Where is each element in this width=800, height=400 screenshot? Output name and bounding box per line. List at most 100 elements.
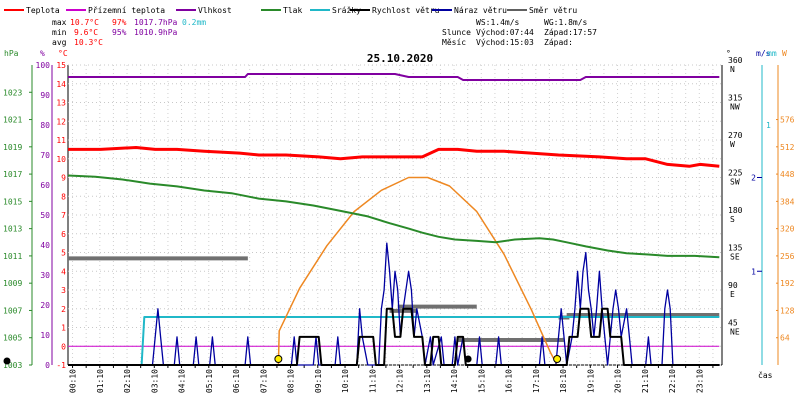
- temperature-tick-label: -1: [56, 361, 66, 370]
- pressure-tick-label: 1013: [3, 225, 22, 234]
- solar-line: [277, 176, 558, 366]
- temperature-tick-label: 0: [61, 342, 66, 351]
- temperature-tick-label: 7: [61, 211, 66, 220]
- legend-label: Směr větru: [529, 6, 577, 15]
- plot-area: [3, 73, 720, 366]
- unit-hpa: hPa: [4, 49, 19, 58]
- x-tick-label: 12:10: [396, 369, 405, 393]
- x-tick-label: 03:10: [150, 369, 159, 393]
- direction-compass-label: NW: [730, 103, 740, 112]
- solar-tick-label: 128: [780, 306, 795, 315]
- x-tick-label: 15:10: [477, 369, 486, 393]
- pressure-tick-label: 1015: [3, 197, 22, 206]
- stat-min-temp: 9.6°C: [74, 28, 98, 37]
- x-tick-label: 08:10: [287, 369, 296, 393]
- x-tick-label: 01:10: [96, 369, 105, 393]
- stat-avg-temp: 10.3°C: [74, 38, 103, 47]
- direction-tick-label: 45: [728, 319, 738, 328]
- stat-avg-label: avg: [52, 38, 67, 47]
- pressure-tick-label: 1009: [3, 279, 22, 288]
- moonrise-marker: [464, 355, 472, 363]
- legend-label: Srážky: [332, 6, 361, 15]
- axes: 1003100510071009101110131015101710191021…: [3, 56, 795, 393]
- direction-tick-label: 270: [728, 131, 743, 140]
- x-tick-label: 22:10: [668, 369, 677, 393]
- x-tick-label: 17:10: [532, 369, 541, 393]
- legend-label: Teplota: [26, 6, 60, 15]
- pressure-tick-label: 1007: [3, 306, 22, 315]
- direction-compass-label: NE: [730, 328, 740, 337]
- direction-tick-label: 360: [728, 56, 743, 65]
- temperature-tick-label: 5: [61, 249, 66, 258]
- temperature-tick-label: 8: [61, 192, 66, 201]
- direction-compass-label: SE: [730, 253, 740, 262]
- humidity-tick-label: 0: [45, 361, 50, 370]
- chart-title: 25.10.2020: [367, 52, 433, 65]
- unit-w: W: [782, 49, 787, 58]
- temperature-tick-label: 13: [56, 99, 66, 108]
- stat-moon-set: Západ:: [544, 38, 573, 47]
- stat-sun-label: Slunce: [442, 28, 471, 37]
- pressure-line: [67, 174, 720, 259]
- legend: Teplota Přízemní teplota Vlhkost Tlak Srážky…: [4, 6, 577, 15]
- direction-compass-label: W: [730, 140, 735, 149]
- unit-pct: %: [40, 49, 45, 58]
- temperature-tick-label: 9: [61, 174, 66, 183]
- sunrise-marker: [274, 355, 283, 363]
- stat-max-press: 1017.7hPa: [134, 18, 178, 27]
- humidity-tick-label: 20: [40, 301, 50, 310]
- humidity-tick-label: 70: [40, 151, 50, 160]
- humidity-tick-label: 30: [40, 271, 50, 280]
- temperature-tick-label: 15: [56, 61, 66, 70]
- humidity-tick-label: 80: [40, 121, 50, 130]
- stat-moon-label: Měsíc: [442, 38, 466, 47]
- unit-deg: °: [726, 49, 731, 58]
- humidity-tick-label: 90: [40, 91, 50, 100]
- x-tick-label: 07:10: [259, 369, 268, 393]
- x-tick-label: 20:10: [614, 369, 623, 393]
- x-tick-label: 13:10: [423, 369, 432, 393]
- temperature-tick-label: 14: [56, 80, 66, 89]
- x-tick-label: 11:10: [368, 369, 377, 393]
- direction-tick-label: 135: [728, 244, 743, 253]
- stat-sun-rise: Východ:07:44: [476, 28, 534, 37]
- direction-tick-label: 225: [728, 169, 743, 178]
- humidity-tick-label: 40: [40, 241, 50, 250]
- solar-tick-label: 64: [780, 334, 790, 343]
- stat-ws: WS:1.4m/s: [476, 18, 520, 27]
- x-tick-label: 14:10: [450, 369, 459, 393]
- x-tick-label: 06:10: [232, 369, 241, 393]
- direction-compass-label: E: [730, 290, 735, 299]
- pressure-tick-label: 1023: [3, 88, 22, 97]
- direction-compass-label: S: [730, 215, 735, 224]
- direction-tick-label: 90: [728, 281, 738, 290]
- stat-min-hum: 95%: [112, 28, 127, 37]
- wind-tick-label: 1: [751, 267, 756, 276]
- x-tick-label: 02:10: [123, 369, 132, 393]
- pressure-tick-label: 1003: [3, 361, 22, 370]
- direction-tick-label: 315: [728, 94, 743, 103]
- x-tick-label: 10:10: [341, 369, 350, 393]
- legend-label: Tlak: [283, 6, 302, 15]
- x-tick-label: 05:10: [205, 369, 214, 393]
- temperature-tick-label: 2: [61, 305, 66, 314]
- humidity-tick-label: 60: [40, 181, 50, 190]
- x-tick-label: 18:10: [559, 369, 568, 393]
- solar-tick-label: 384: [780, 197, 795, 206]
- solar-tick-label: 320: [780, 225, 795, 234]
- humidity-tick-label: 100: [36, 61, 51, 70]
- stat-min-label: min: [52, 28, 67, 37]
- stat-max-temp: 10.7°C: [70, 18, 99, 27]
- x-tick-label: 00:10: [69, 369, 78, 393]
- x-axis-label: čas: [758, 370, 773, 380]
- humidity-tick-label: 10: [40, 331, 50, 340]
- solar-tick-label: 448: [780, 170, 795, 179]
- stat-max-label: max: [52, 18, 67, 27]
- direction-compass-label: SW: [730, 178, 740, 187]
- solar-tick-label: 192: [780, 279, 795, 288]
- legend-label: Vlhkost: [198, 6, 232, 15]
- temperature-tick-label: 11: [56, 136, 66, 145]
- temperature-line: [68, 146, 720, 168]
- temperature-tick-label: 3: [61, 286, 66, 295]
